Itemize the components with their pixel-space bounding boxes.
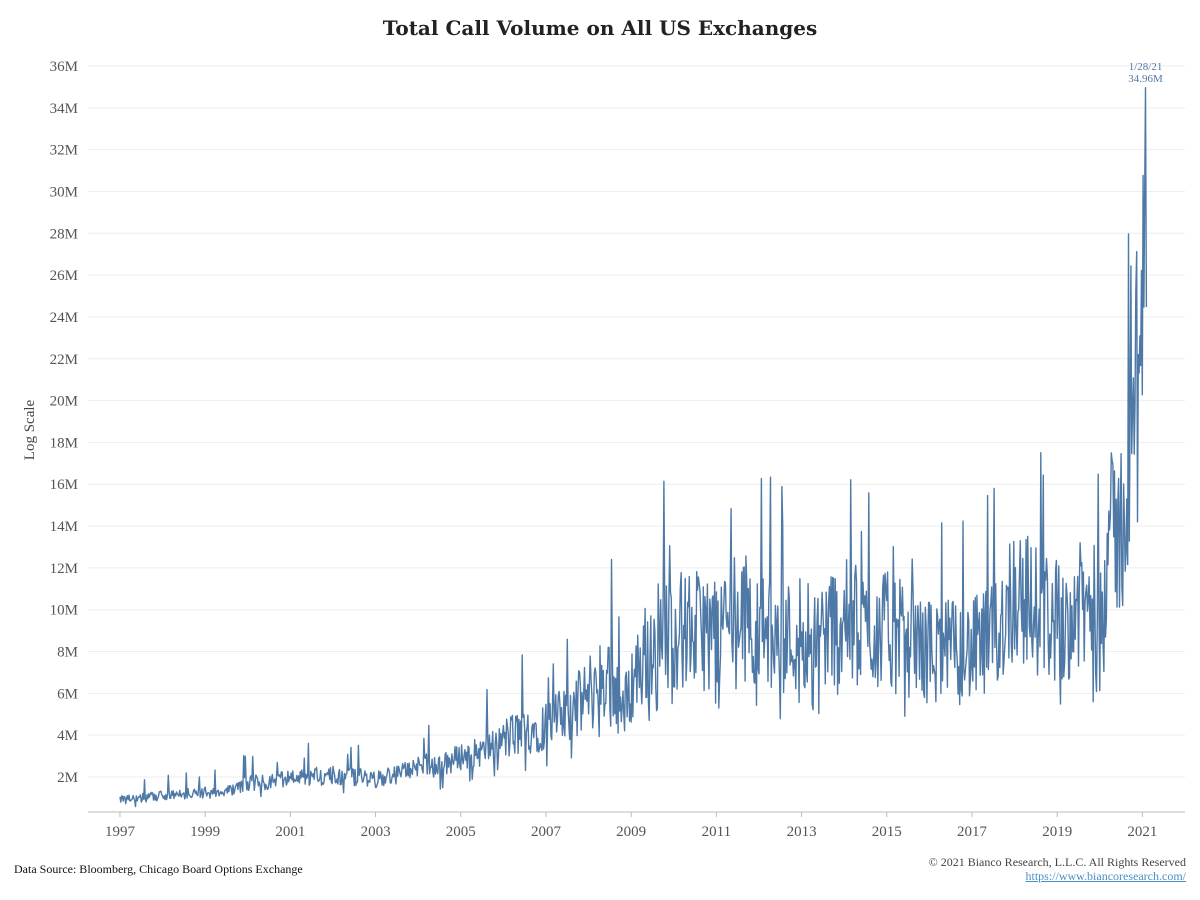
y-tick-label: 2M [57,770,78,786]
chart-title: Total Call Volume on All US Exchanges [382,16,818,40]
x-tick-label: 2009 [616,824,646,840]
y-axis-label: Log Scale [22,399,38,460]
x-tick-label: 1997 [105,824,136,840]
x-tick-label: 2013 [787,824,817,840]
y-tick-label: 12M [50,561,78,577]
x-tick-label: 2019 [1042,824,1072,840]
y-tick-label: 4M [57,728,78,744]
x-tick-label: 1999 [190,824,220,840]
x-tick-label: 2017 [957,824,988,840]
x-tick-label: 2007 [531,824,562,840]
y-tick-label: 26M [50,268,78,284]
y-tick-label: 6M [57,686,78,702]
website-link[interactable]: https://www.biancoresearch.com/ [1025,869,1186,883]
x-tick-label: 2001 [275,824,305,840]
y-tick-label: 30M [50,184,78,200]
y-tick-label: 28M [50,226,78,242]
y-tick-label: 24M [50,310,78,326]
y-axis-tick-labels: 2M 4M 6M 8M 10M 12M 14M 16M 18M 20M 22M 24M 26M 28M 30… [50,59,78,786]
x-tick-label: 2015 [872,824,902,840]
y-tick-label: 34M [50,101,78,117]
series-line [119,87,1148,808]
y-tick-label: 10M [50,603,78,619]
annotation-date: 1/28/21 [1129,61,1163,73]
x-tick-label: 2021 [1127,824,1157,840]
y-tick-label: 20M [50,394,78,410]
annotation-value: 34.96M [1128,73,1163,85]
x-tick-label: 2003 [361,824,391,840]
gridlines [88,65,1185,778]
x-tick-label: 2011 [702,824,731,840]
y-tick-label: 36M [50,59,78,75]
y-tick-label: 14M [50,519,78,535]
y-tick-label: 32M [50,143,78,159]
y-tick-label: 22M [50,352,78,368]
y-tick-label: 8M [57,645,78,661]
x-tick-label: 2005 [446,824,476,840]
x-axis: 1997 1999 2001 2003 2005 2007 2009 2011 2013 2015… [88,811,1185,840]
y-tick-label: 18M [50,435,78,451]
data-source-note: Data Source: Bloomberg, Chicago Board Op… [14,862,303,876]
y-tick-label: 16M [50,477,78,493]
copyright-note: © 2021 Bianco Research, L.L.C. All Right… [928,855,1186,869]
series-line-group [119,87,1148,808]
